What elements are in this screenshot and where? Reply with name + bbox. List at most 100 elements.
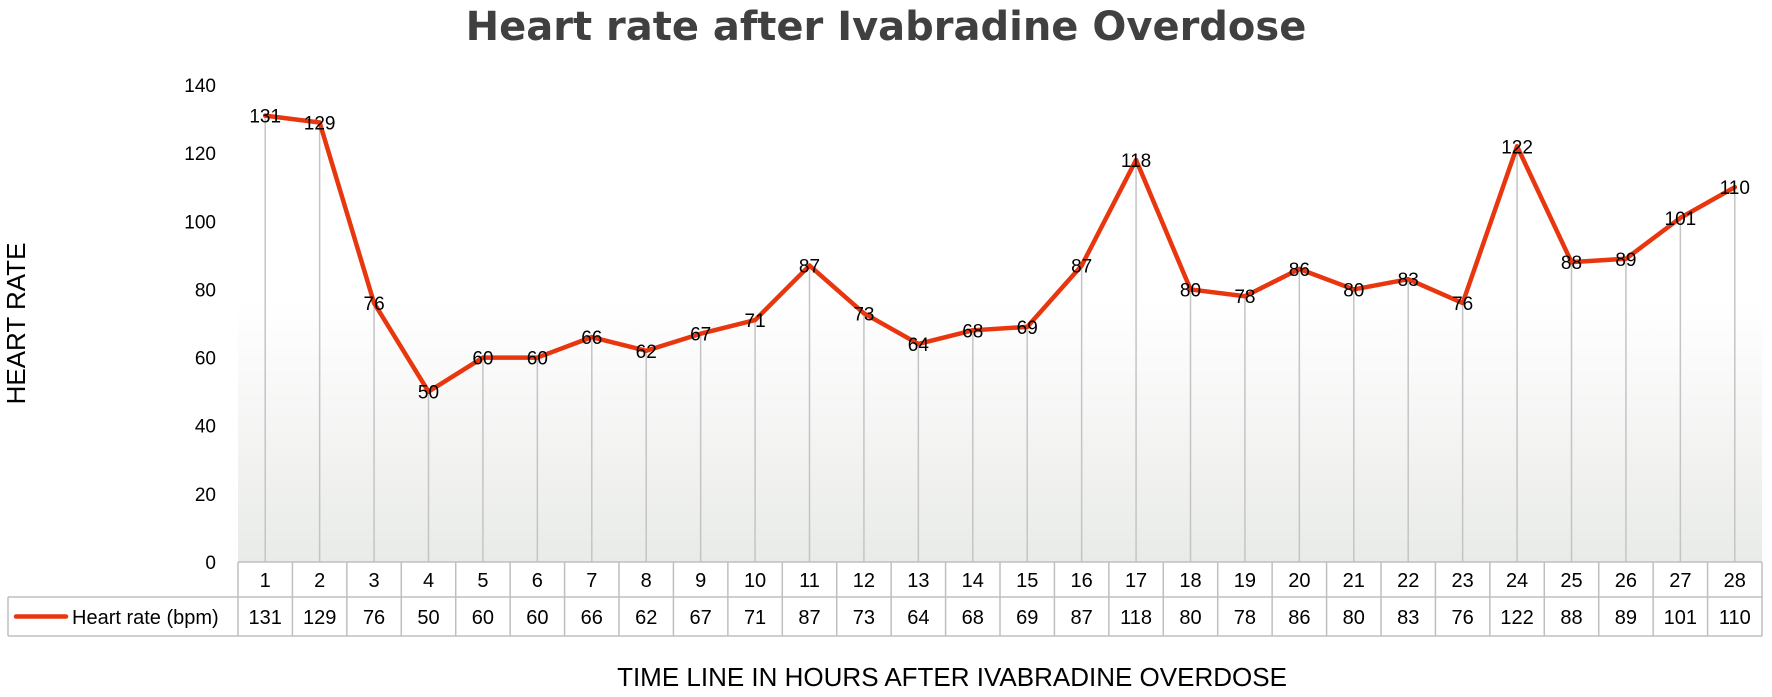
- data-point: [1351, 287, 1356, 292]
- data-point: [1623, 256, 1629, 261]
- data-label: 50: [418, 383, 439, 404]
- x-category-label: 23: [1452, 570, 1474, 592]
- table-value: 87: [798, 607, 820, 629]
- table-value: 80: [1179, 607, 1201, 629]
- data-point: [480, 355, 486, 360]
- data-label: 73: [853, 304, 874, 325]
- x-category-label: 11: [799, 570, 820, 592]
- series-line-heart-rate: [262, 113, 1738, 394]
- x-category-label: 3: [369, 570, 380, 592]
- x-category-label: 1: [260, 570, 271, 592]
- x-category-label: 18: [1179, 570, 1201, 592]
- data-label: 69: [1017, 318, 1038, 339]
- data-label: 76: [1452, 294, 1473, 315]
- data-point: [970, 328, 975, 333]
- x-category-label: 14: [962, 570, 984, 592]
- x-category-label: 19: [1234, 570, 1256, 592]
- y-tick-label: 60: [195, 349, 216, 370]
- x-category-label: 12: [853, 570, 875, 592]
- y-axis-ticks: 0 20 40 60 80 100 120 140: [184, 76, 216, 574]
- x-category-label: 26: [1615, 570, 1637, 592]
- table-value: 60: [472, 607, 494, 629]
- x-category-label: 10: [744, 570, 766, 592]
- data-label: 87: [1071, 257, 1092, 278]
- data-label: 68: [962, 321, 983, 342]
- data-label: 60: [527, 349, 548, 370]
- x-axis-title: TIME LINE IN HOURS AFTER IVABRADINE OVER…: [617, 662, 1287, 692]
- x-category-label: 25: [1560, 570, 1582, 592]
- x-category-label: 5: [477, 570, 488, 592]
- table-value: 60: [526, 607, 548, 629]
- data-point: [371, 300, 377, 306]
- table-value: 131: [249, 607, 282, 629]
- x-category-label: 16: [1071, 570, 1093, 592]
- data-label: 86: [1289, 260, 1310, 281]
- data-point: [535, 355, 540, 360]
- x-category-label: 7: [586, 570, 597, 592]
- data-label: 89: [1615, 250, 1636, 271]
- data-label: 129: [304, 113, 336, 134]
- data-label: 80: [1343, 280, 1364, 301]
- x-category-label: 21: [1343, 570, 1365, 592]
- data-point: [644, 348, 649, 353]
- table-value: 71: [744, 607, 766, 629]
- y-tick-label: 20: [195, 485, 216, 506]
- table-value: 87: [1071, 607, 1093, 629]
- series-layer: [262, 113, 1738, 394]
- chart-title: Heart rate after Ivabradine Overdose: [466, 4, 1307, 50]
- data-point: [1569, 259, 1574, 265]
- data-label: 62: [636, 342, 657, 363]
- data-point: [698, 331, 703, 336]
- data-point: [1406, 277, 1411, 282]
- data-point: [589, 334, 594, 340]
- data-point: [263, 113, 268, 118]
- table-value: 118: [1120, 607, 1152, 629]
- table-value: 101: [1664, 607, 1697, 629]
- x-category-label: 24: [1506, 570, 1528, 592]
- data-label: 88: [1561, 253, 1582, 274]
- y-tick-label: 40: [195, 417, 216, 438]
- data-label: 83: [1398, 270, 1419, 291]
- data-point: [807, 263, 812, 268]
- data-table-text: 1 2 3 4 5 6 7 8 9 10 11 12 13 14 15 16 17 18 19 20 21 22 23 24 2…: [13, 570, 1751, 629]
- x-category-label: 28: [1724, 570, 1746, 592]
- x-category-label: 17: [1125, 570, 1147, 592]
- x-category-label: 6: [532, 570, 543, 592]
- table-value: 50: [417, 607, 439, 629]
- table-value: 129: [303, 607, 336, 629]
- table-value: 83: [1397, 607, 1419, 629]
- drop-lines: [264, 115, 1736, 562]
- table-value: 69: [1016, 607, 1038, 629]
- table-value: 62: [635, 607, 657, 629]
- data-point: [1133, 157, 1139, 163]
- y-tick-label: 100: [184, 212, 216, 233]
- data-point: [1732, 185, 1737, 190]
- x-category-label: 8: [641, 570, 652, 592]
- legend-series-name: Heart rate (bpm): [72, 607, 219, 629]
- table-value: 64: [907, 607, 929, 629]
- table-value: 110: [1719, 607, 1751, 629]
- data-point: [861, 311, 867, 316]
- y-axis-title: HEART RATE: [1, 243, 31, 405]
- x-category-label: 27: [1669, 570, 1691, 592]
- plot-area: [238, 85, 1762, 562]
- data-label: 64: [908, 335, 930, 356]
- x-category-label: 20: [1288, 570, 1310, 592]
- data-point: [317, 120, 322, 125]
- table-value: 78: [1234, 607, 1256, 629]
- data-label: 78: [1234, 287, 1255, 308]
- table-value: 67: [690, 607, 712, 629]
- data-label: 67: [690, 325, 711, 346]
- x-category-label: 9: [695, 570, 706, 592]
- data-label: 60: [472, 349, 493, 370]
- y-tick-label: 140: [184, 76, 216, 97]
- data-label: 87: [799, 257, 820, 278]
- table-value: 73: [853, 607, 875, 629]
- x-category-label: 2: [314, 570, 325, 592]
- data-label: 118: [1121, 151, 1151, 172]
- data-point: [426, 389, 431, 394]
- data-label: 76: [364, 294, 385, 315]
- data-labels: 131 129 76 50 60 60 66 62 67 71 87 73 64 68 69 87 118 80 7…: [249, 107, 1750, 404]
